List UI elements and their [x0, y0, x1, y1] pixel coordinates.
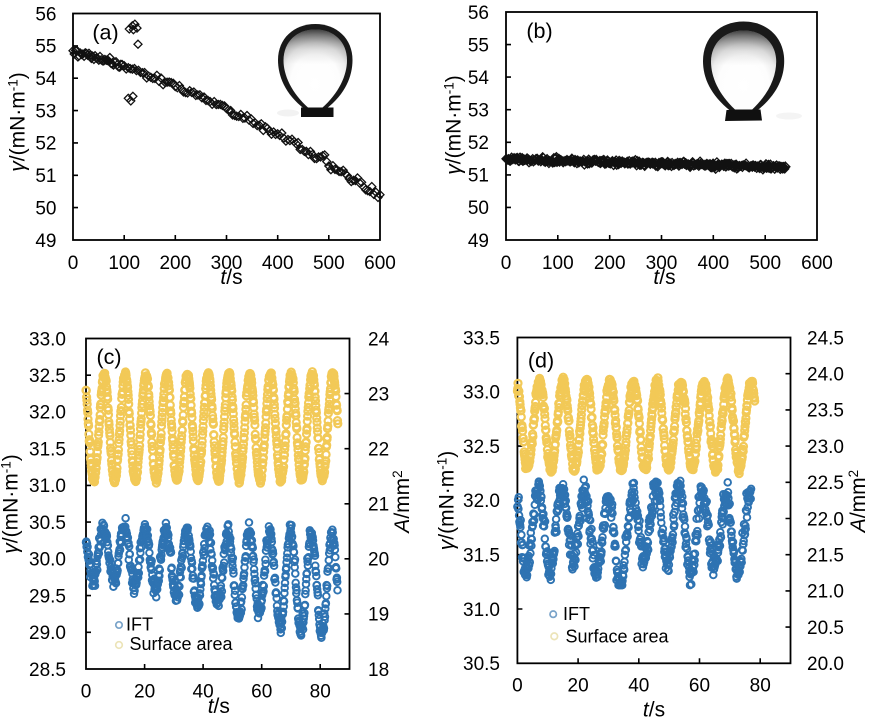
svg-text:22.0: 22.0: [807, 509, 844, 530]
svg-text:30.0: 30.0: [29, 550, 66, 571]
svg-text:Surface area: Surface area: [130, 634, 234, 654]
svg-text:(c): (c): [96, 345, 121, 369]
svg-text:51: 51: [468, 166, 489, 187]
svg-text:300: 300: [646, 253, 678, 274]
svg-text:60: 60: [689, 676, 710, 697]
svg-text:300: 300: [211, 253, 243, 274]
svg-text:30.5: 30.5: [463, 654, 500, 675]
svg-text:22.5: 22.5: [807, 473, 844, 494]
svg-text:0: 0: [68, 253, 79, 274]
svg-text:21.5: 21.5: [807, 546, 844, 567]
svg-text:31.5: 31.5: [29, 440, 66, 461]
svg-text:γ/(mN·m-1): γ/(mN·m-1): [0, 454, 23, 554]
svg-text:0: 0: [512, 676, 523, 697]
svg-text:23.0: 23.0: [807, 437, 844, 458]
svg-text:400: 400: [262, 253, 294, 274]
svg-text:23: 23: [368, 384, 389, 405]
svg-text:A/mm2: A/mm2: [846, 470, 870, 534]
svg-text:40: 40: [628, 676, 649, 697]
svg-text:51: 51: [35, 166, 56, 187]
svg-text:(d): (d): [528, 349, 554, 373]
svg-text:22: 22: [368, 440, 389, 461]
svg-text:55: 55: [35, 37, 56, 58]
svg-text:500: 500: [749, 253, 781, 274]
svg-text:31.5: 31.5: [463, 546, 500, 567]
svg-text:31.0: 31.0: [463, 600, 500, 621]
svg-text:20.0: 20.0: [807, 654, 844, 675]
svg-text:γ/(mN·m-1): γ/(mN·m-1): [6, 72, 30, 172]
svg-text:20: 20: [134, 682, 155, 703]
svg-text:18: 18: [368, 660, 389, 681]
svg-text:20.5: 20.5: [807, 618, 844, 639]
svg-text:600: 600: [364, 253, 396, 274]
svg-text:29.0: 29.0: [29, 623, 66, 644]
svg-text:200: 200: [159, 253, 191, 274]
svg-text:50: 50: [468, 198, 489, 219]
svg-text:IFT: IFT: [126, 615, 153, 635]
svg-text:200: 200: [594, 253, 626, 274]
svg-text:γ/(mN·m-1): γ/(mN·m-1): [435, 451, 459, 551]
svg-text:100: 100: [108, 253, 140, 274]
svg-text:80: 80: [750, 676, 771, 697]
svg-text:56: 56: [35, 4, 56, 25]
svg-text:21.0: 21.0: [807, 582, 844, 603]
svg-text:80: 80: [310, 682, 331, 703]
svg-text:24.0: 24.0: [807, 365, 844, 386]
svg-text:24.5: 24.5: [807, 328, 844, 349]
svg-text:50: 50: [35, 198, 56, 219]
svg-text:54: 54: [468, 68, 490, 89]
svg-text:28.5: 28.5: [29, 660, 66, 681]
svg-text:(b): (b): [526, 19, 552, 43]
svg-text:20: 20: [568, 676, 589, 697]
svg-text:24: 24: [368, 329, 390, 350]
svg-text:23.5: 23.5: [807, 401, 844, 422]
svg-text:t/s: t/s: [653, 266, 675, 289]
svg-text:500: 500: [313, 253, 345, 274]
svg-text:49: 49: [35, 231, 56, 252]
svg-text:30.5: 30.5: [29, 513, 66, 534]
svg-text:32.0: 32.0: [463, 491, 500, 512]
svg-text:IFT: IFT: [563, 604, 590, 624]
svg-text:33.0: 33.0: [463, 383, 500, 404]
svg-text:54: 54: [35, 69, 57, 90]
svg-text:600: 600: [801, 253, 833, 274]
svg-text:20: 20: [368, 550, 389, 571]
svg-text:55: 55: [468, 35, 489, 56]
svg-text:A/mm2: A/mm2: [390, 470, 414, 534]
svg-text:56: 56: [468, 3, 489, 24]
svg-text:0: 0: [501, 253, 512, 274]
svg-text:(a): (a): [92, 21, 118, 45]
svg-text:γ/(mN·m-1): γ/(mN·m-1): [442, 75, 466, 175]
svg-text:52: 52: [468, 133, 489, 154]
svg-text:52: 52: [35, 134, 56, 155]
svg-text:33.0: 33.0: [29, 329, 66, 350]
svg-text:33.5: 33.5: [463, 328, 500, 349]
svg-text:t/s: t/s: [643, 699, 665, 722]
svg-text:t/s: t/s: [220, 266, 242, 289]
svg-text:60: 60: [251, 682, 272, 703]
svg-text:32.0: 32.0: [29, 403, 66, 424]
svg-text:400: 400: [697, 253, 729, 274]
svg-text:49: 49: [468, 231, 489, 252]
svg-text:32.5: 32.5: [29, 366, 66, 387]
svg-text:40: 40: [193, 682, 214, 703]
svg-text:0: 0: [81, 682, 92, 703]
svg-text:29.5: 29.5: [29, 586, 66, 607]
svg-text:53: 53: [468, 101, 489, 122]
svg-text:32.5: 32.5: [463, 437, 500, 458]
svg-text:31.0: 31.0: [29, 476, 66, 497]
svg-text:53: 53: [35, 101, 56, 122]
svg-text:19: 19: [368, 605, 389, 626]
svg-text:Surface area: Surface area: [566, 627, 670, 647]
svg-text:t/s: t/s: [208, 695, 230, 718]
svg-text:100: 100: [542, 253, 574, 274]
svg-text:21: 21: [368, 495, 389, 516]
